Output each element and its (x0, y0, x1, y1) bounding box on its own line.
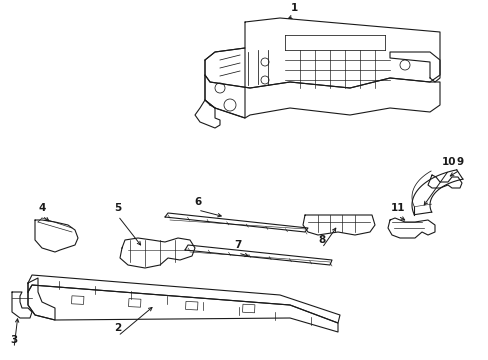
Text: 10: 10 (441, 157, 455, 167)
Bar (242, 304, 254, 313)
Text: 6: 6 (194, 197, 201, 207)
Text: 4: 4 (38, 203, 45, 213)
Text: 11: 11 (390, 203, 405, 213)
Text: 9: 9 (455, 157, 463, 167)
Bar (185, 301, 198, 310)
Text: 8: 8 (318, 235, 325, 245)
Text: 1: 1 (290, 3, 297, 13)
Text: 5: 5 (114, 203, 122, 213)
Bar (128, 298, 141, 307)
Bar (71, 296, 84, 305)
Text: 7: 7 (234, 240, 241, 250)
Text: 2: 2 (114, 323, 122, 333)
Text: 3: 3 (10, 335, 18, 345)
